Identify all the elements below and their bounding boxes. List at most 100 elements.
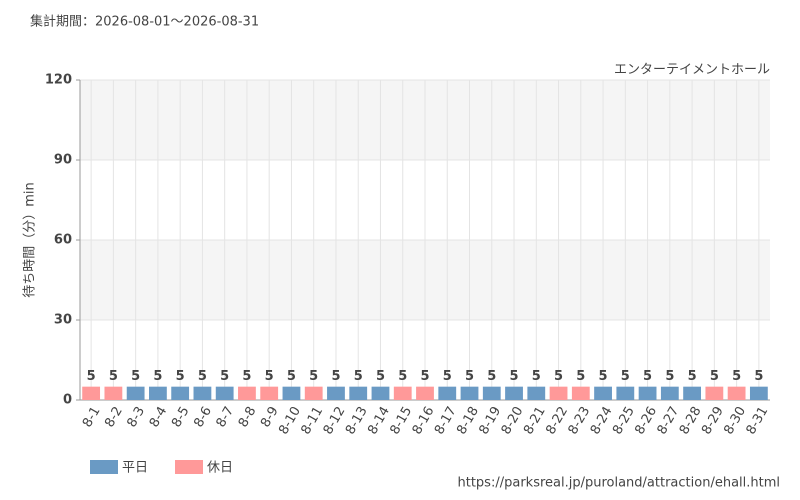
value-label: 5 bbox=[665, 369, 674, 384]
bar bbox=[149, 386, 167, 400]
bar bbox=[260, 386, 279, 400]
value-label: 5 bbox=[510, 369, 519, 384]
chart-subtitle: エンターテイメントホール bbox=[614, 63, 770, 78]
value-label: 5 bbox=[220, 369, 229, 384]
x-tick-label: 8-18 bbox=[454, 404, 482, 437]
value-label: 5 bbox=[198, 369, 207, 384]
y-tick-label: 120 bbox=[45, 73, 72, 88]
bar bbox=[215, 386, 234, 400]
x-tick-label: 8-7 bbox=[214, 404, 238, 430]
value-label: 5 bbox=[532, 369, 541, 384]
value-label: 5 bbox=[176, 369, 185, 384]
x-tick-label: 8-28 bbox=[677, 404, 705, 437]
x-tick-label: 8-24 bbox=[588, 404, 616, 437]
value-label: 5 bbox=[465, 369, 474, 384]
y-tick-label: 90 bbox=[54, 153, 72, 168]
value-label: 5 bbox=[599, 369, 608, 384]
value-label: 5 bbox=[398, 369, 407, 384]
value-label: 5 bbox=[576, 369, 585, 384]
x-tick-label: 8-6 bbox=[191, 404, 215, 430]
bar bbox=[638, 386, 657, 400]
x-tick-label: 8-11 bbox=[298, 404, 326, 437]
value-label: 5 bbox=[443, 369, 452, 384]
value-label: 5 bbox=[354, 369, 363, 384]
x-tick-label: 8-10 bbox=[276, 404, 304, 437]
y-tick-label: 60 bbox=[54, 233, 72, 248]
x-tick-label: 8-31 bbox=[744, 404, 772, 437]
x-tick-label: 8-19 bbox=[477, 404, 505, 437]
value-label: 5 bbox=[376, 369, 385, 384]
bar bbox=[304, 386, 323, 400]
x-tick-label: 8-26 bbox=[632, 404, 660, 437]
bar bbox=[171, 386, 190, 400]
bar bbox=[482, 386, 501, 400]
x-tick-label: 8-23 bbox=[566, 404, 594, 437]
bar bbox=[660, 386, 679, 400]
bar bbox=[393, 386, 412, 400]
bar bbox=[438, 386, 457, 400]
value-label: 5 bbox=[331, 369, 340, 384]
x-tick-label: 8-20 bbox=[499, 404, 527, 437]
bar bbox=[616, 386, 635, 400]
y-tick-label: 0 bbox=[63, 393, 72, 408]
x-tick-label: 8-15 bbox=[387, 404, 415, 437]
bar bbox=[460, 386, 479, 400]
legend-label: 平日 bbox=[122, 461, 148, 476]
source-url: https://parksreal.jp/puroland/attraction… bbox=[458, 476, 781, 491]
bar bbox=[126, 386, 145, 400]
value-label: 5 bbox=[487, 369, 496, 384]
x-tick-label: 8-1 bbox=[80, 404, 104, 430]
x-tick-label: 8-13 bbox=[343, 404, 371, 437]
value-label: 5 bbox=[554, 369, 563, 384]
bar bbox=[282, 386, 301, 400]
bar bbox=[371, 386, 390, 400]
value-label: 5 bbox=[131, 369, 140, 384]
value-label: 5 bbox=[309, 369, 318, 384]
value-label: 5 bbox=[153, 369, 162, 384]
x-tick-label: 8-25 bbox=[610, 404, 638, 437]
bar bbox=[571, 386, 590, 400]
value-label: 5 bbox=[643, 369, 652, 384]
bar bbox=[549, 386, 568, 400]
bar bbox=[327, 386, 345, 400]
value-label: 5 bbox=[109, 369, 118, 384]
y-tick-label: 30 bbox=[54, 313, 72, 328]
bar bbox=[749, 386, 768, 400]
x-tick-label: 8-14 bbox=[365, 404, 393, 437]
legend-swatch bbox=[175, 460, 203, 474]
x-tick-label: 8-30 bbox=[721, 404, 749, 437]
bar bbox=[104, 386, 123, 400]
x-tick-label: 8-27 bbox=[655, 404, 683, 437]
bar bbox=[727, 386, 746, 400]
bar bbox=[82, 386, 101, 400]
bar bbox=[238, 386, 256, 400]
x-tick-label: 8-29 bbox=[699, 404, 727, 437]
value-label: 5 bbox=[621, 369, 630, 384]
bar bbox=[683, 386, 701, 400]
value-label: 5 bbox=[242, 369, 251, 384]
value-label: 5 bbox=[87, 369, 96, 384]
bar bbox=[527, 386, 546, 400]
y-axis-label: 待ち時間（分）min bbox=[23, 182, 38, 298]
x-tick-label: 8-21 bbox=[521, 404, 549, 437]
bar bbox=[705, 386, 724, 400]
value-label: 5 bbox=[754, 369, 763, 384]
x-tick-label: 8-12 bbox=[321, 404, 349, 437]
x-tick-label: 8-4 bbox=[147, 404, 171, 430]
x-tick-label: 8-17 bbox=[432, 404, 460, 437]
value-label: 5 bbox=[688, 369, 697, 384]
bar bbox=[349, 386, 368, 400]
bar bbox=[594, 386, 612, 400]
value-label: 5 bbox=[732, 369, 741, 384]
bar bbox=[416, 386, 434, 400]
x-tick-label: 8-16 bbox=[410, 404, 438, 437]
legend-label: 休日 bbox=[207, 461, 233, 476]
value-label: 5 bbox=[265, 369, 274, 384]
x-tick-label: 8-3 bbox=[125, 404, 149, 430]
x-tick-label: 8-8 bbox=[236, 404, 260, 430]
bar bbox=[193, 386, 212, 400]
value-label: 5 bbox=[287, 369, 296, 384]
bar bbox=[505, 386, 523, 400]
chart-title: 集計期間：2026-08-01～2026-08-31 bbox=[30, 14, 259, 30]
